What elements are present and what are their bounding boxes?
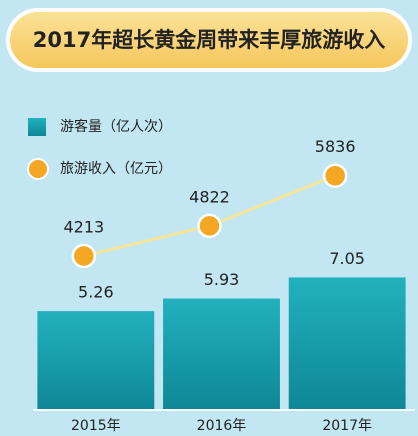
title-banner — [6, 8, 412, 72]
bar-value-label: 5.26 — [78, 283, 114, 302]
legend-label: 游客量（亿人次） — [60, 118, 172, 135]
line-point — [197, 213, 222, 239]
x-tick-label: 2016年 — [197, 418, 247, 434]
line-value-label: 4213 — [63, 217, 104, 236]
x-tick-label: 2017年 — [322, 418, 372, 434]
legend-swatch — [27, 158, 49, 180]
legend-swatch — [28, 118, 46, 136]
bar — [163, 298, 280, 410]
bar-value-label: 7.05 — [329, 249, 365, 268]
bar-value-label: 5.93 — [204, 270, 240, 289]
legend-label: 旅游收入（亿元） — [60, 161, 172, 177]
bar — [37, 311, 155, 410]
line-point — [322, 163, 348, 188]
line-point — [71, 243, 97, 269]
line-value-label: 5836 — [315, 137, 356, 156]
chart-title: 2017年超长黄金周带来丰厚旅游收入 — [33, 28, 385, 52]
bar — [288, 277, 406, 410]
line-value-label: 4822 — [189, 187, 230, 206]
x-tick-label: 2015年 — [71, 418, 121, 434]
